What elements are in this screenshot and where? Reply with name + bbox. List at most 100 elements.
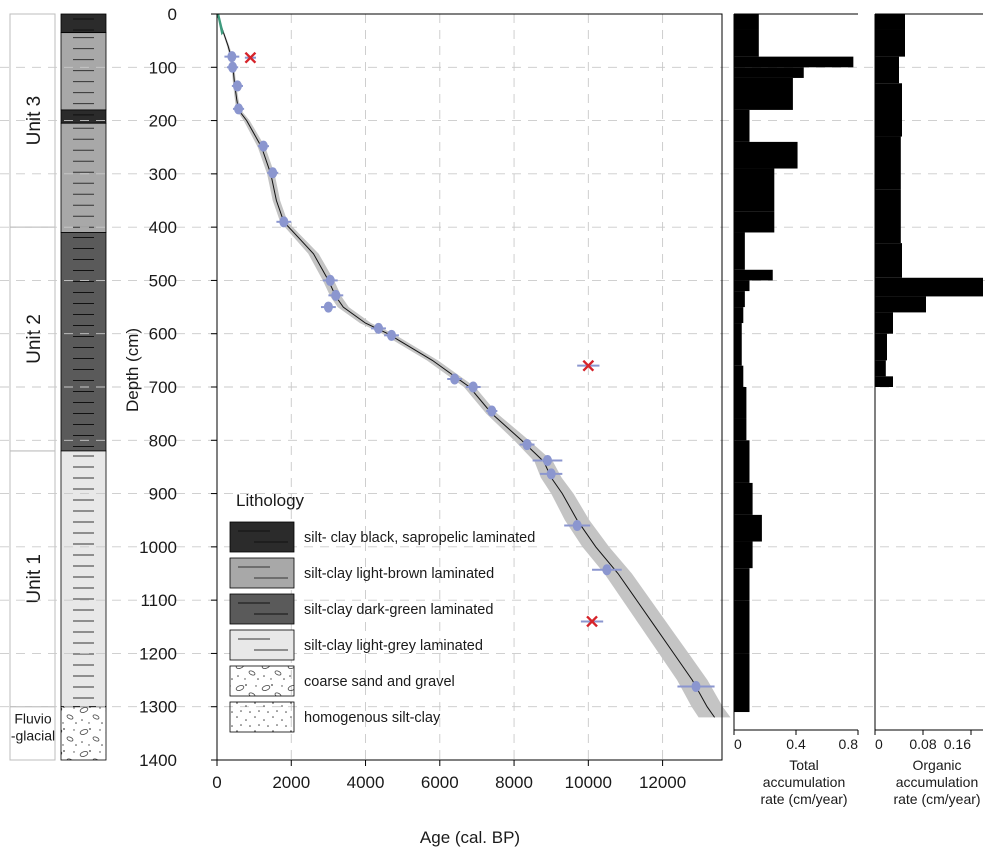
- column-layer-gravel: [60, 706, 107, 761]
- accumulation-bar: [875, 136, 901, 190]
- x-tick-label: 0: [875, 736, 883, 752]
- sample-point: [487, 405, 497, 417]
- x-axis: 0 2000 4000 6000 8000 10000 12000: [212, 759, 722, 792]
- legend-swatch-dark_green: [229, 593, 295, 625]
- accumulation-bar: [734, 600, 750, 654]
- accumulation-bar: [734, 387, 747, 419]
- unit-label-line: -glacial: [11, 727, 55, 743]
- sample-point: [279, 216, 289, 228]
- accumulation-bar: [875, 376, 893, 387]
- accumulation-bar: [875, 296, 926, 313]
- rejected-x-marker: [582, 359, 595, 372]
- unit-label-line: Fluvio: [14, 710, 52, 726]
- title-line: rate (cm/year): [760, 791, 847, 807]
- accumulation-bar: [734, 14, 759, 30]
- dated-sample: [227, 61, 239, 73]
- unit-label: Fluvio -glacial: [11, 710, 55, 743]
- legend-swatch-homog: [229, 701, 295, 733]
- column-layer-black: [60, 109, 107, 124]
- age-depth-chart: 0 100 200 300 400 500 600 700 800 900 1000 1100 1200…: [0, 5, 985, 847]
- accumulation-bar: [734, 440, 750, 483]
- y-tick-label: 1000: [139, 538, 177, 557]
- x-tick-label: 0: [734, 736, 742, 752]
- rejected-sample: [580, 615, 604, 628]
- x-tick-label: 10000: [565, 773, 612, 792]
- dated-sample: [267, 167, 279, 179]
- dated-sample: [592, 564, 622, 576]
- unit-label: Unit 2: [24, 314, 45, 364]
- x-tick-label: 4000: [347, 773, 385, 792]
- sample-point: [572, 520, 582, 532]
- dated-sample: [322, 274, 338, 286]
- sample-point: [602, 564, 612, 576]
- legend-label: silt- clay black, sapropelic laminated: [304, 530, 535, 546]
- y-tick-label: 500: [149, 271, 177, 290]
- rejected-sample: [577, 359, 600, 372]
- x-tick-label: 8000: [495, 773, 533, 792]
- y-tick-label: 0: [168, 5, 177, 24]
- surface-marker: [217, 14, 224, 36]
- rejected-x-marker: [586, 615, 598, 628]
- accumulation-bar: [734, 365, 744, 387]
- x-tick-label: 0.8: [839, 736, 859, 752]
- dated-sample: [320, 301, 336, 313]
- legend-item: homogenous silt-clay: [229, 701, 441, 733]
- accumulation-bar: [734, 67, 804, 78]
- accumulation-bar: [734, 77, 793, 110]
- accumulation-bar: [875, 243, 902, 278]
- accumulation-bar: [734, 56, 854, 68]
- y-tick-label: 1400: [139, 751, 177, 770]
- column-layer-dark_green: [60, 232, 107, 452]
- legend-item: silt-clay dark-green laminated: [229, 593, 493, 625]
- accumulation-bar: [875, 189, 901, 244]
- sample-point: [522, 439, 532, 451]
- sample-point: [227, 51, 237, 63]
- dated-sample: [465, 381, 481, 393]
- sample-point: [542, 455, 552, 467]
- legend-label: homogenous silt-clay: [304, 710, 441, 726]
- accumulation-bar: [734, 291, 745, 308]
- dated-sample: [232, 103, 245, 115]
- dated-sample: [257, 140, 269, 152]
- dated-sample: [532, 455, 563, 467]
- title-line: accumulation: [896, 774, 979, 790]
- rejected-x-marker: [244, 51, 257, 64]
- sample-point: [228, 61, 238, 73]
- y-tick-label: 200: [149, 112, 177, 131]
- sample-point: [331, 289, 341, 301]
- lithology-legend: Lithology silt- clay black, sapropelic l…: [229, 491, 535, 733]
- dated-samples: [224, 51, 715, 692]
- accumulation-bar: [875, 56, 899, 84]
- age-model-line: [216, 13, 716, 718]
- legend-item: silt- clay black, sapropelic laminated: [229, 521, 535, 553]
- sample-point: [323, 301, 333, 313]
- column-layer-light_brown: [60, 122, 107, 233]
- legend-label: silt-clay light-brown laminated: [304, 566, 494, 582]
- legend-title: Lithology: [236, 491, 305, 510]
- sample-point: [387, 329, 397, 341]
- accumulation-bar: [734, 514, 762, 542]
- y-tick-label: 600: [149, 325, 177, 344]
- title-line: Organic: [912, 757, 961, 773]
- accumulation-bar: [734, 29, 759, 57]
- x-tick-label: 12000: [639, 773, 686, 792]
- sample-point: [268, 167, 278, 179]
- dated-sample: [231, 80, 243, 92]
- y-tick-label: 400: [149, 218, 177, 237]
- sample-point: [234, 103, 244, 115]
- accumulation-bar: [875, 277, 983, 297]
- total-accumulation-chart: 0 0.4 0.8 Total accumulation rate (cm/year): [733, 13, 859, 807]
- accumulation-bar: [734, 168, 775, 212]
- title-line: Total: [789, 757, 819, 773]
- sample-point: [546, 468, 556, 480]
- y-tick-label: 100: [149, 58, 177, 77]
- y-axis: 0 100 200 300 400 500 600 700 800 900 1000 1100 1200…: [139, 5, 218, 770]
- dated-sample: [677, 680, 715, 692]
- title-line: rate (cm/year): [893, 791, 980, 807]
- y-tick-label: 1300: [139, 698, 177, 717]
- accumulation-bar: [734, 109, 750, 142]
- accumulation-bar: [734, 280, 750, 292]
- legend-label: silt-clay dark-green laminated: [304, 602, 493, 618]
